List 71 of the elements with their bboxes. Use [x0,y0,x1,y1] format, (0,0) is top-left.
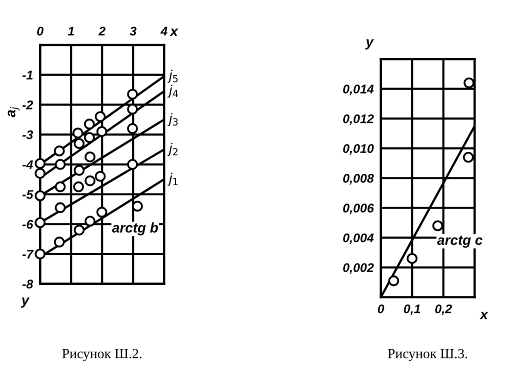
y-tick-label: 0,008 [343,174,374,185]
x-tick-label: 0,2 [435,304,452,316]
point [132,200,143,212]
y-tick-label: 0,006 [343,204,374,214]
series-label: j$_{3}$ [168,113,178,126]
text: Рисунок Ш.3. [388,348,468,362]
y-tick-label: 0,014 [343,84,374,96]
y-tick-label: -7 [22,250,34,259]
point [73,181,84,192]
x-tick-label: 4 [160,26,168,36]
y-axis-title: y [365,39,374,50]
x-tick-label: 3 [130,26,136,36]
y-tick-label: -5 [22,190,34,199]
point [34,190,46,202]
point [84,216,96,227]
x-tick-label: 0 [378,304,384,314]
point [84,118,95,130]
x-tick-label: 2 [98,26,106,36]
point [72,128,84,138]
y-tick-label: -3 [22,130,34,140]
text: a$_{j}$ [8,106,20,118]
y-tick-label: -8 [22,280,34,288]
y-tick-label: 0,010 [343,144,374,155]
point [462,152,474,163]
y-tick-label: -1 [22,70,33,80]
point [127,158,138,170]
point [84,175,96,186]
point [127,104,138,115]
point [34,158,46,169]
point [54,236,65,248]
point [432,220,444,232]
y-tick-label: -6 [22,220,34,229]
series-label: j$_{2}$ [168,142,178,156]
point [94,170,106,182]
point [406,253,418,264]
point [96,206,108,218]
point [84,132,95,143]
x-tick-label: 0 [37,26,44,36]
point [127,88,138,100]
point [34,168,46,179]
annotation: arctg c [437,236,482,248]
point [54,146,65,156]
point [464,77,474,88]
x-axis-title: x [170,28,178,36]
point [94,111,106,122]
y-tick-label: 0,002 [343,263,374,274]
point [388,275,400,286]
point [96,126,108,137]
point [54,181,66,192]
y-tick-label: 0,012 [343,114,374,126]
y-tick-label: -2 [22,100,34,110]
point [34,217,46,228]
point [54,202,66,214]
annotation: arctg b [112,222,158,236]
point [84,152,96,162]
x-tick-label: 1 [68,26,74,36]
point [54,158,66,170]
point [127,123,138,134]
series-label: j$_{4}$ [168,84,178,98]
point [34,248,46,260]
point [74,164,85,176]
y-tick-label: -4 [22,160,33,169]
y-axis-title: y [20,298,30,308]
y-tick-label: 0,004 [343,233,374,244]
x-tick-label: 0,1 [404,304,420,316]
series-label: j$_{1}$ [168,172,178,186]
point [74,138,85,149]
text: Рисунок Ш.2. [62,348,142,362]
series-label: j$_{5}$ [168,70,178,83]
x-axis-title: x [480,312,488,320]
point [74,224,85,236]
